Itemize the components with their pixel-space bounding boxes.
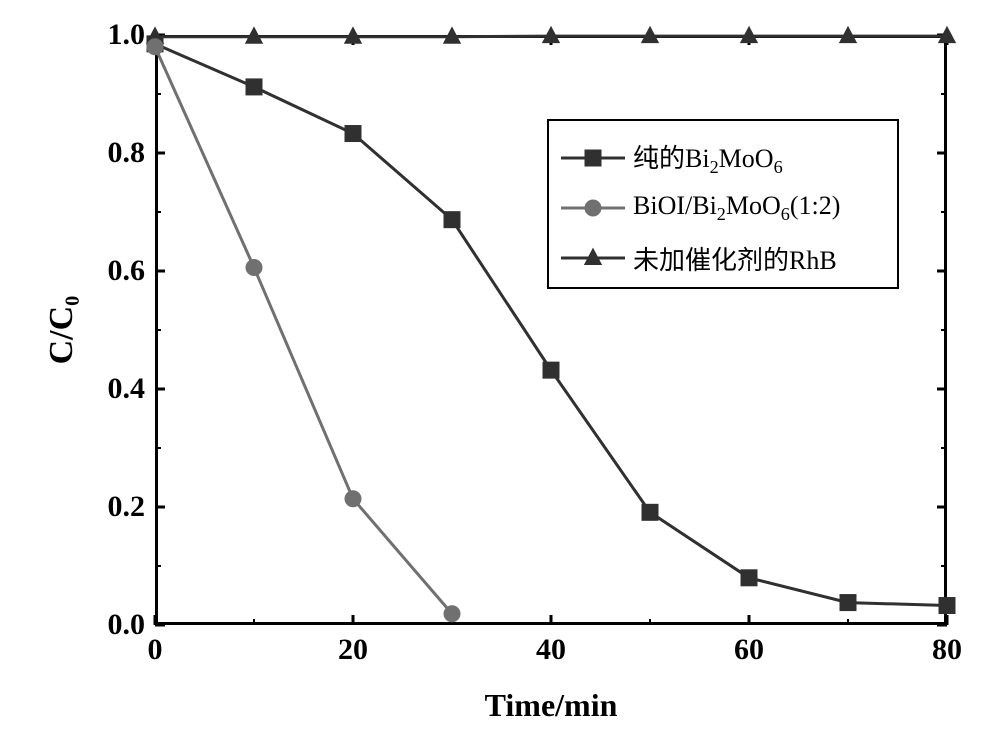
- data-series: [0, 0, 1000, 749]
- series-line-pure: [155, 44, 947, 606]
- series-line-composite: [155, 47, 452, 614]
- chart-container: C/C₀ Time/min 纯的Bi2MoO6BiOI/Bi2MoO6(1:2)…: [0, 0, 1000, 749]
